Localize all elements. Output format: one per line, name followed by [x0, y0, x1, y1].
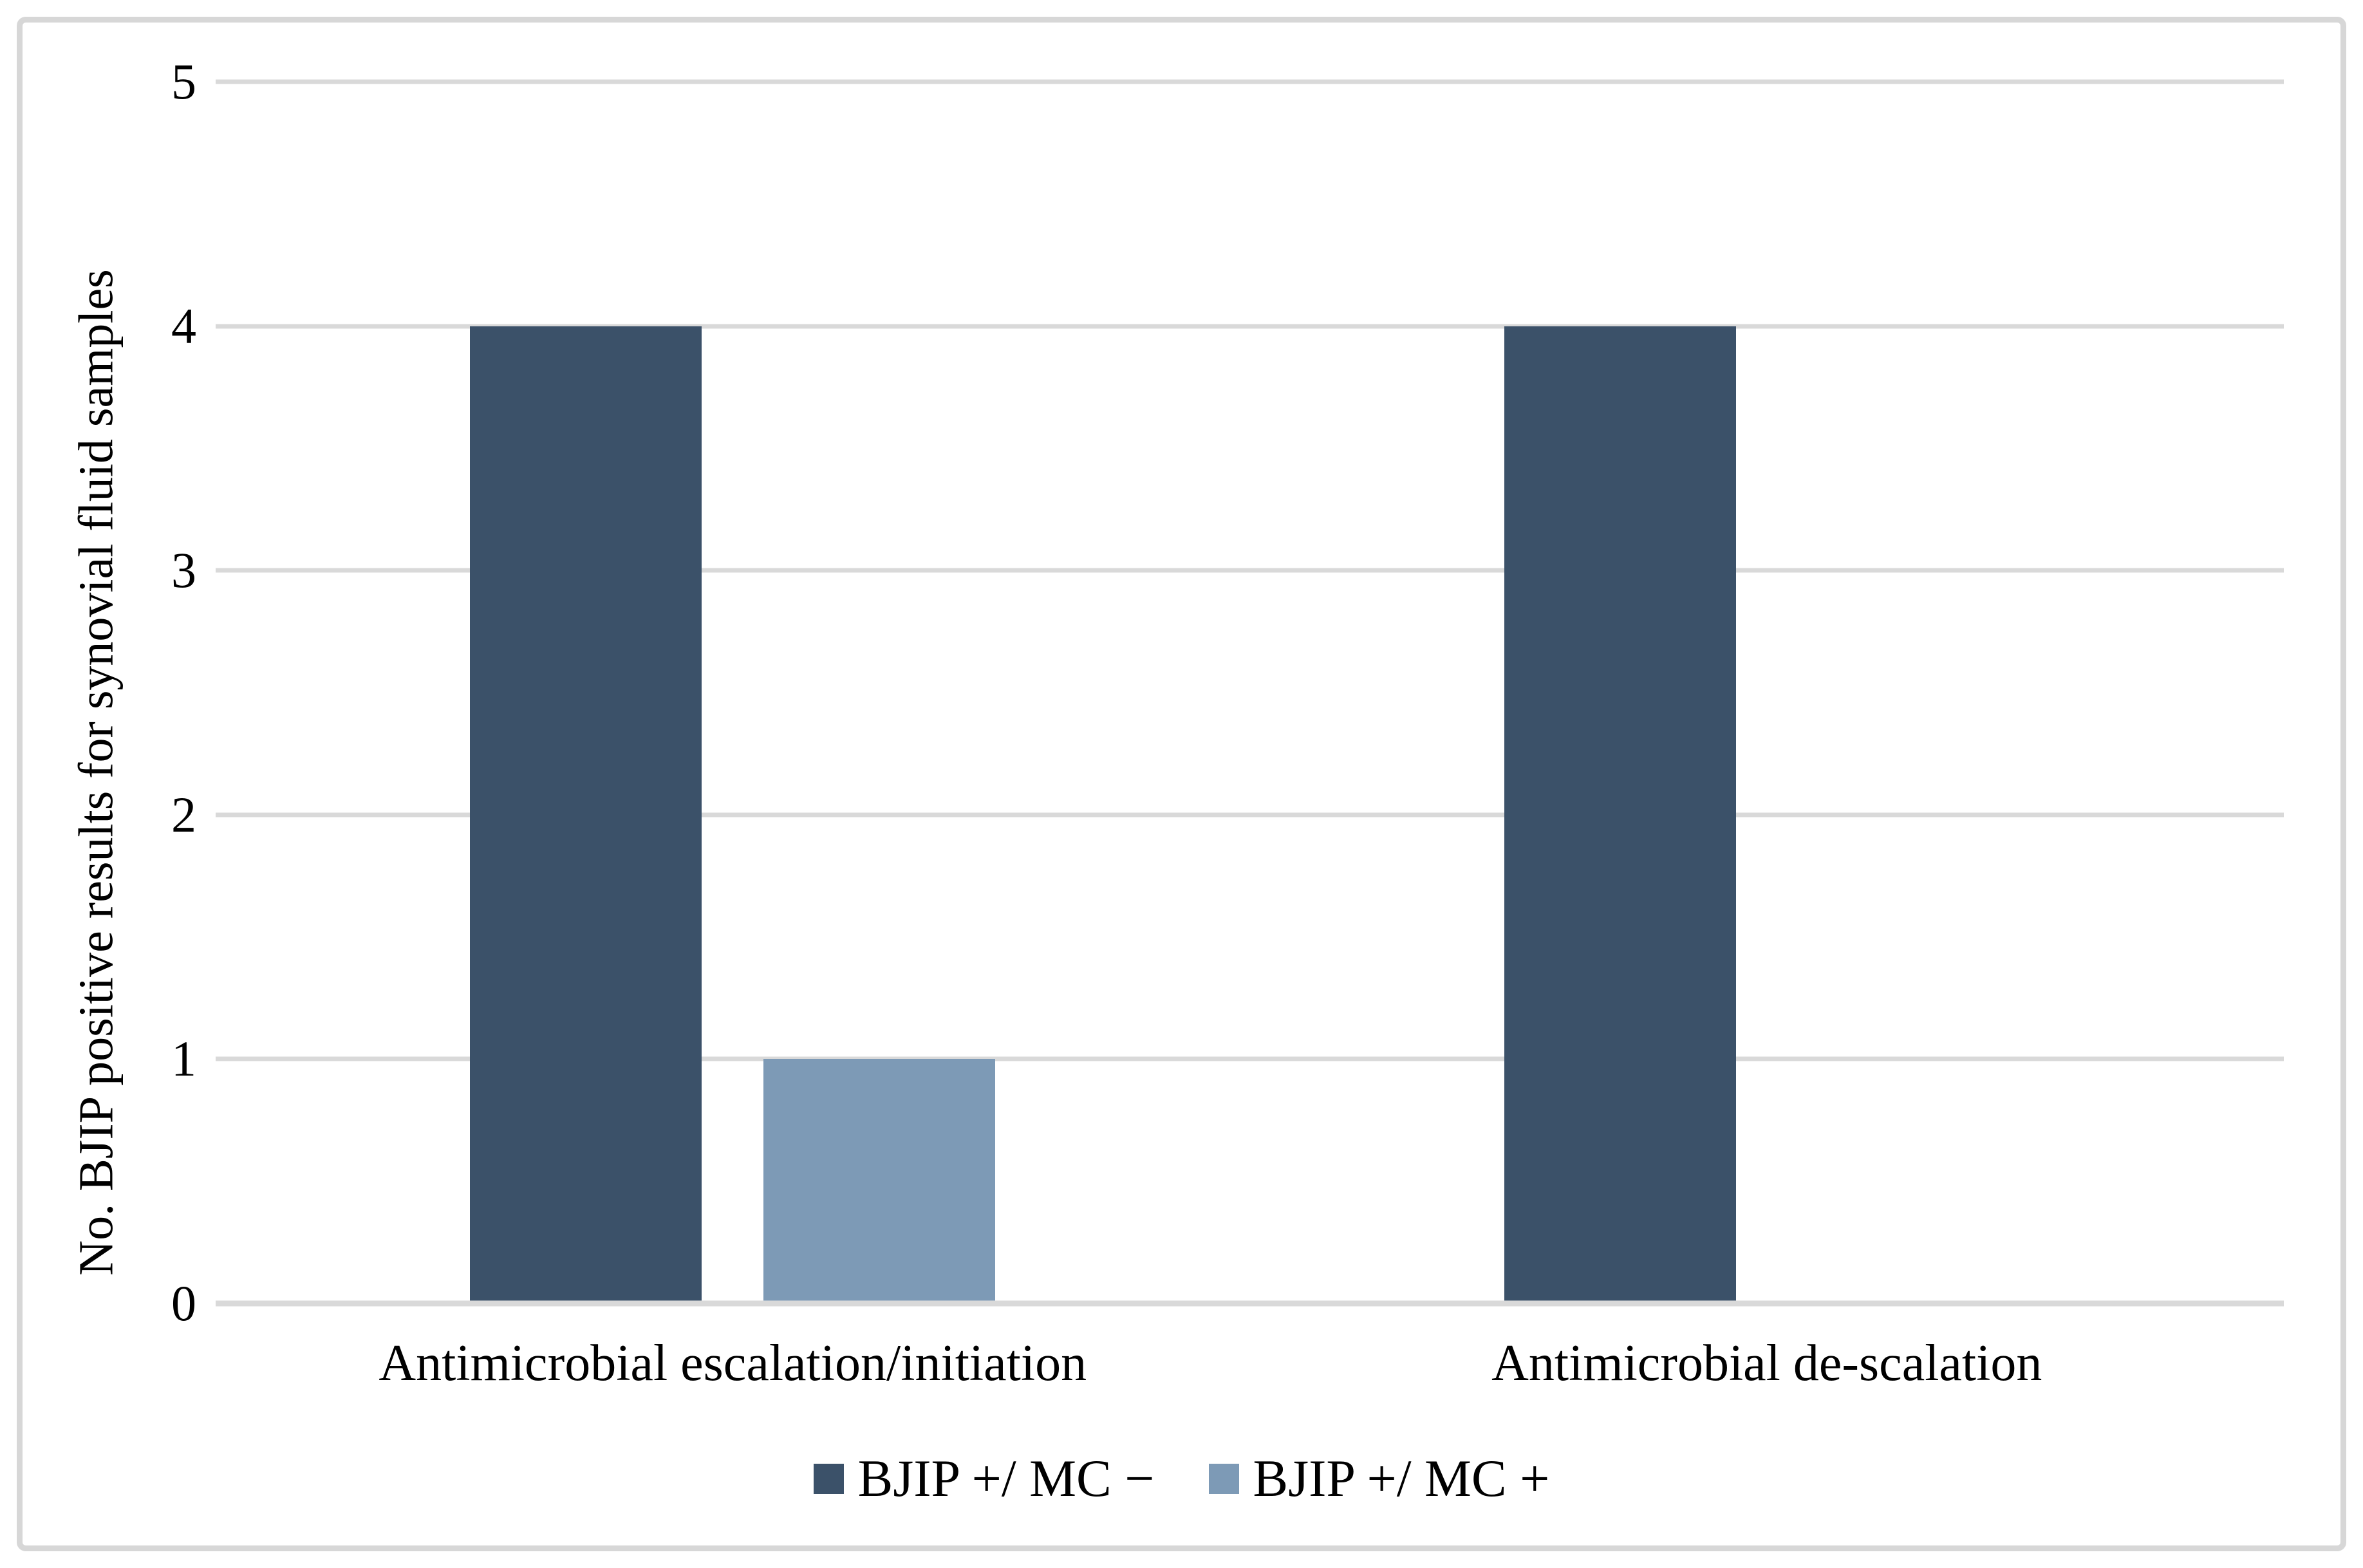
- plot-area: [216, 79, 2284, 1307]
- x-axis-label-escalation: Antimicrobial escalation/initiation: [378, 1335, 1087, 1392]
- bar-series2-category1: [763, 1059, 996, 1303]
- bar-series1-category2: [1504, 326, 1736, 1303]
- legend-entry-bjip-pos-mc-neg: BJIP +/ MC −: [813, 1449, 1155, 1507]
- gridline-1: [216, 1056, 2284, 1061]
- legend-entry-bjip-pos-mc-pos: BJIP +/ MC +: [1208, 1449, 1550, 1507]
- bar-series1-category1: [470, 326, 702, 1303]
- gridline-2: [216, 812, 2284, 817]
- x-axis-label-descalation: Antimicrobial de-scalation: [1491, 1335, 2042, 1392]
- y-tick-label-0: 0: [171, 1275, 196, 1331]
- legend-label-bjip-pos-mc-neg: BJIP +/ MC −: [857, 1449, 1155, 1507]
- legend-label-bjip-pos-mc-pos: BJIP +/ MC +: [1253, 1449, 1550, 1507]
- legend-swatch-light-blue: [1208, 1463, 1239, 1494]
- y-tick-label-4: 4: [171, 297, 196, 354]
- x-axis-line: [216, 1300, 2284, 1307]
- legend-swatch-dark-blue: [813, 1463, 844, 1494]
- gridline-5: [216, 79, 2284, 84]
- y-tick-label-2: 2: [171, 786, 196, 843]
- gridline-3: [216, 568, 2284, 573]
- legend: BJIP +/ MC − BJIP +/ MC +: [0, 1452, 2363, 1505]
- x-axis-category-labels: Antimicrobial escalation/initiation Anti…: [216, 1334, 2284, 1393]
- gridline-4: [216, 324, 2284, 329]
- y-tick-label-5: 5: [171, 53, 196, 109]
- y-tick-label-1: 1: [171, 1031, 196, 1087]
- y-tick-label-3: 3: [171, 542, 196, 599]
